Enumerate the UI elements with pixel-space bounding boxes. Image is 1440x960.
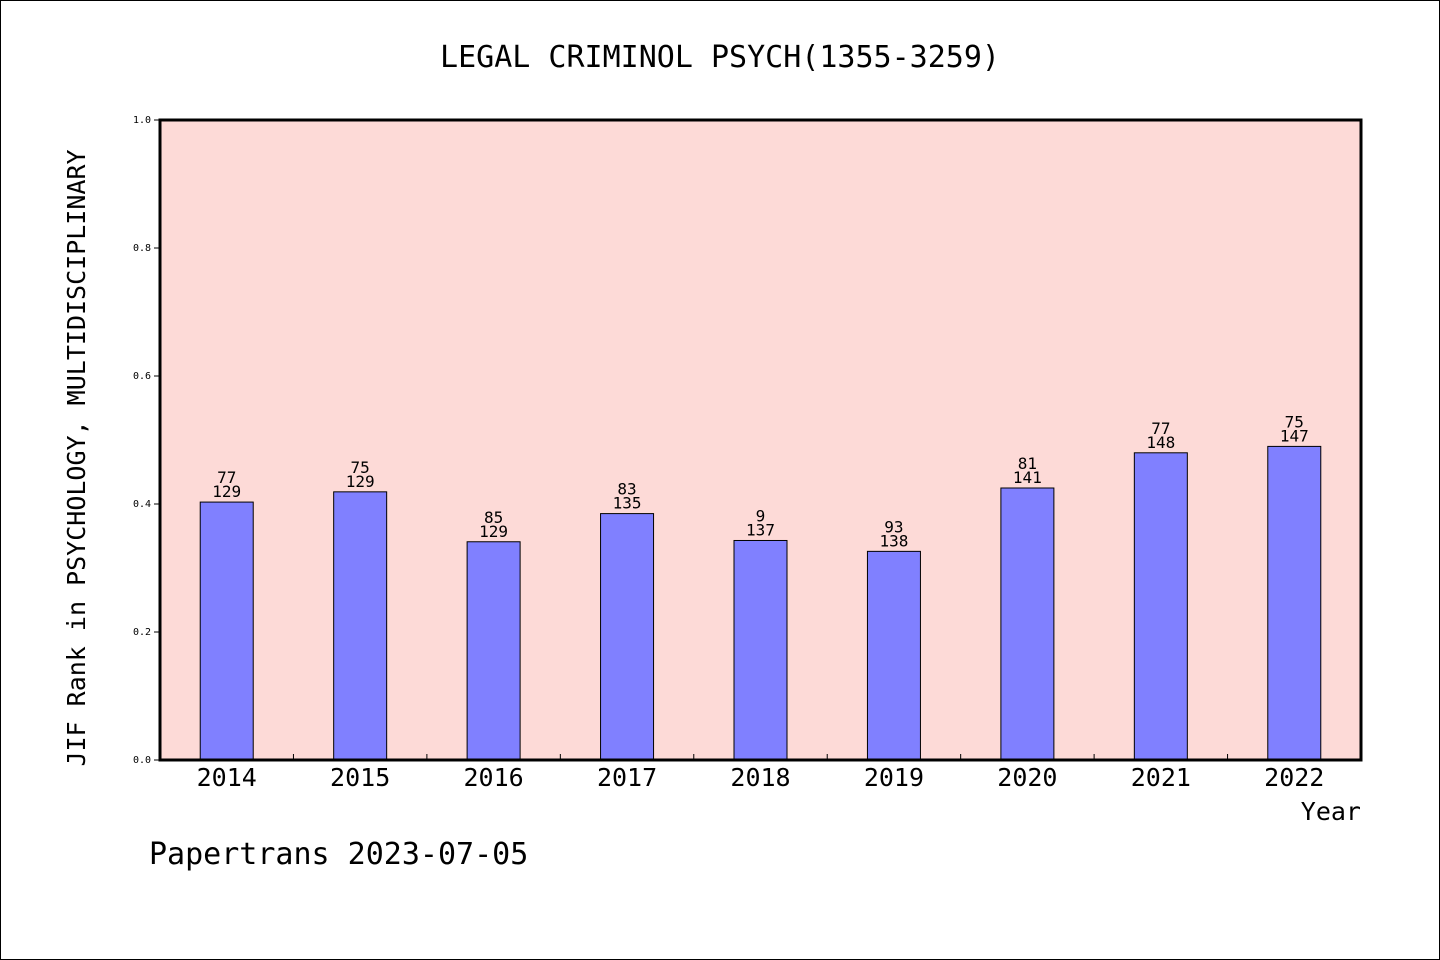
x-tick-label: 2019 <box>864 763 924 792</box>
x-tick-label: 2021 <box>1131 763 1191 792</box>
bar <box>1267 445 1322 761</box>
x-axis-label: Year <box>1301 797 1361 826</box>
total-label: 135 <box>613 494 642 513</box>
bar <box>466 541 521 761</box>
total-label: 148 <box>1146 433 1175 452</box>
rank-label: 83 <box>617 480 636 499</box>
total-label: 141 <box>1013 468 1042 487</box>
total-label: 129 <box>346 472 375 491</box>
rank-label: 75 <box>1285 412 1304 431</box>
total-label: 129 <box>212 482 241 501</box>
rank-label: 77 <box>1151 419 1170 438</box>
x-axis: 2014 2015 2016 2017 2018 2019 2020 2021 2022 <box>197 754 1324 792</box>
footer-watermark: Papertrans 2023-07-05 <box>149 837 528 872</box>
y-axis-label: JIF Rank in PSYCHOLOGY, MULTIDISCIPLINAR… <box>62 149 91 766</box>
rank-label: 93 <box>884 517 903 536</box>
x-tick-label: 2015 <box>330 763 390 792</box>
total-label: 147 <box>1280 426 1309 445</box>
rank-label: 85 <box>484 508 503 527</box>
x-tick-label: 2020 <box>997 763 1057 792</box>
bar <box>600 513 655 761</box>
bar <box>199 501 254 761</box>
x-tick-label: 2016 <box>464 763 524 792</box>
y-tick-label: 0.6 <box>133 371 151 382</box>
y-tick-label: 0.0 <box>133 755 151 766</box>
bar <box>866 550 921 761</box>
bar <box>333 491 388 761</box>
plot-border <box>158 118 1363 762</box>
bar-series <box>199 445 1322 761</box>
rank-label: 9 <box>756 506 766 525</box>
x-tick-label: 2018 <box>730 763 790 792</box>
total-label: 137 <box>746 520 775 539</box>
y-tick-label: 0.4 <box>133 499 151 510</box>
chart-title: LEGAL CRIMINOL PSYCH(1355-3259) <box>440 40 1000 75</box>
bar <box>733 539 788 761</box>
bar <box>1000 487 1055 761</box>
rank-label: 75 <box>351 458 370 477</box>
y-tick-label: 0.2 <box>133 627 151 638</box>
total-label: 138 <box>879 531 908 550</box>
rank-label: 77 <box>217 468 236 487</box>
total-label: 129 <box>479 522 508 541</box>
x-tick-label: 2014 <box>197 763 257 792</box>
x-tick-label: 2022 <box>1264 763 1324 792</box>
y-axis: 0.0 0.2 0.4 0.6 0.8 1.0 <box>133 115 160 766</box>
rank-label: 81 <box>1018 454 1037 473</box>
bar <box>1133 452 1188 761</box>
y-tick-label: 0.8 <box>133 243 151 254</box>
y-tick-label: 1.0 <box>133 115 151 126</box>
x-tick-label: 2017 <box>597 763 657 792</box>
